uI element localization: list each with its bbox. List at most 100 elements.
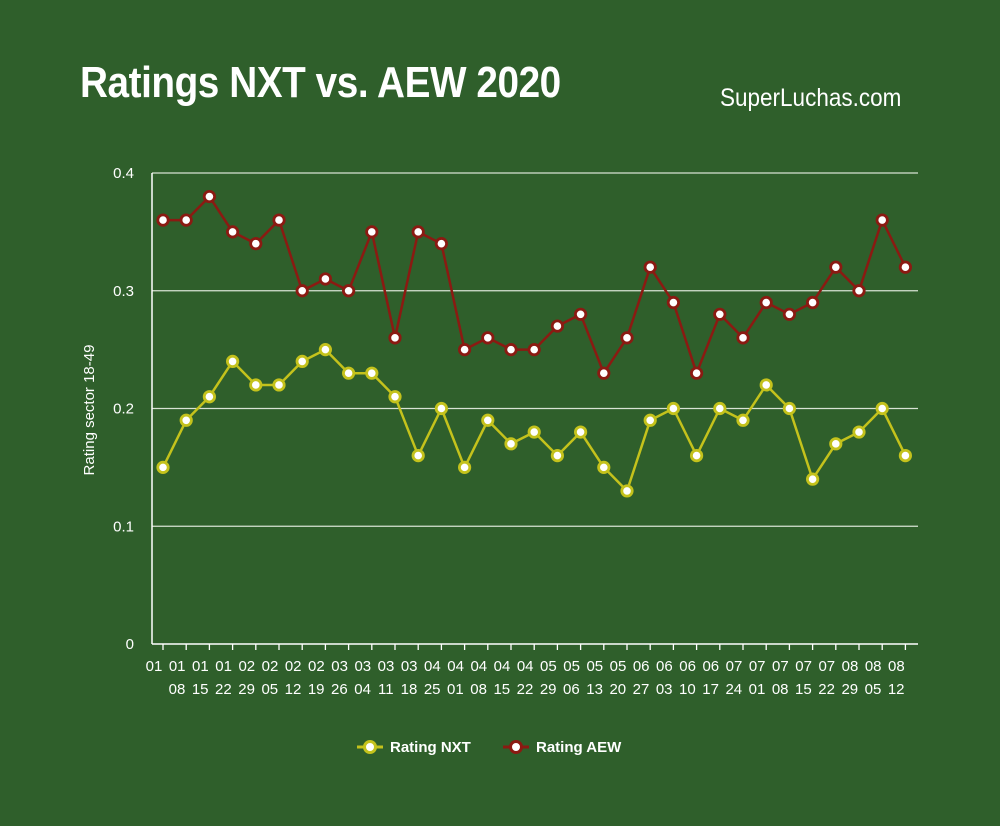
data-point[interactable]	[736, 413, 750, 427]
data-point[interactable]	[341, 284, 356, 298]
data-point[interactable]	[272, 213, 286, 227]
data-point[interactable]	[249, 237, 263, 251]
data-point[interactable]	[736, 331, 750, 345]
data-point[interactable]	[597, 460, 611, 474]
x-tick-label-top: 02	[308, 658, 325, 675]
data-point[interactable]	[852, 284, 866, 298]
data-point[interactable]	[689, 448, 704, 463]
data-point[interactable]	[272, 378, 286, 392]
x-tick-label-bottom: 08	[772, 681, 789, 698]
data-point[interactable]	[805, 295, 820, 310]
data-point[interactable]	[573, 307, 588, 321]
y-axis-label: Rating sector 18-49	[81, 345, 98, 476]
data-point[interactable]	[689, 366, 704, 380]
brand-label: SuperLuchas.com	[720, 84, 902, 112]
data-point[interactable]	[365, 366, 379, 380]
x-tick-label-top: 02	[262, 658, 279, 675]
x-tick-label-bottom: 15	[795, 681, 812, 698]
data-point[interactable]	[295, 284, 309, 298]
data-point[interactable]	[504, 343, 518, 357]
data-point[interactable]	[782, 401, 797, 416]
data-point[interactable]	[829, 260, 843, 274]
x-tick-label-top: 01	[146, 658, 163, 675]
data-point[interactable]	[875, 213, 889, 227]
data-point[interactable]	[643, 413, 657, 427]
data-point[interactable]	[226, 354, 240, 368]
x-tick-label-top: 04	[424, 658, 441, 675]
legend-nxt-marker	[363, 740, 377, 754]
legend-item-aew[interactable]: Rating AEW	[503, 739, 622, 756]
x-tick-label-bottom: 27	[633, 681, 650, 698]
x-tick-label-top: 05	[610, 658, 627, 675]
data-point[interactable]	[550, 319, 565, 333]
data-point[interactable]	[527, 425, 541, 439]
data-point[interactable]	[898, 448, 913, 463]
x-tick-label-top: 04	[517, 658, 534, 675]
data-point[interactable]	[898, 260, 913, 274]
data-point[interactable]	[226, 225, 240, 239]
data-point[interactable]	[318, 343, 332, 357]
x-tick-label-bottom: 29	[238, 681, 255, 698]
x-tick-label-top: 03	[401, 658, 418, 675]
x-tick-label-bottom: 22	[818, 681, 835, 698]
data-point[interactable]	[481, 413, 495, 427]
data-point[interactable]	[202, 189, 216, 204]
chart-title: Ratings NXT vs. AEW 2020	[80, 58, 561, 107]
x-tick-label-bottom: 10	[679, 681, 696, 698]
data-point[interactable]	[156, 213, 170, 227]
x-tick-label-top: 02	[285, 658, 302, 675]
data-point[interactable]	[481, 331, 495, 345]
data-point[interactable]	[434, 237, 448, 251]
data-point[interactable]	[249, 378, 263, 392]
data-point[interactable]	[179, 213, 193, 227]
data-point[interactable]	[666, 295, 681, 310]
x-tick-label-bottom: 29	[540, 681, 557, 698]
data-point[interactable]	[527, 343, 541, 357]
data-point[interactable]	[504, 437, 518, 451]
data-point[interactable]	[388, 390, 402, 404]
data-point[interactable]	[573, 425, 588, 439]
data-point[interactable]	[782, 307, 797, 321]
x-tick-label-top: 05	[563, 658, 580, 675]
data-point[interactable]	[318, 272, 332, 286]
data-point[interactable]	[597, 366, 611, 380]
x-tick-label-bottom: 01	[749, 681, 766, 698]
data-point[interactable]	[550, 448, 565, 463]
data-point[interactable]	[829, 437, 843, 451]
x-tick-label-top: 01	[192, 658, 209, 675]
data-point[interactable]	[365, 225, 379, 239]
data-point[interactable]	[620, 331, 634, 345]
x-tick-label-top: 05	[540, 658, 557, 675]
data-point[interactable]	[713, 307, 727, 321]
data-point[interactable]	[666, 401, 681, 416]
data-point[interactable]	[457, 343, 472, 357]
data-point[interactable]	[713, 401, 727, 416]
data-point[interactable]	[805, 472, 820, 486]
data-point[interactable]	[411, 225, 425, 239]
x-tick-label-top: 07	[818, 658, 835, 675]
x-tick-label-top: 06	[633, 658, 650, 675]
data-point[interactable]	[434, 401, 448, 416]
data-point[interactable]	[156, 460, 170, 474]
data-point[interactable]	[388, 331, 402, 345]
x-tick-label-top: 04	[494, 658, 511, 675]
data-point[interactable]	[202, 390, 216, 404]
x-tick-label-top: 03	[354, 658, 371, 675]
data-point[interactable]	[852, 425, 866, 439]
data-point[interactable]	[643, 260, 657, 274]
data-point[interactable]	[179, 413, 193, 427]
data-point[interactable]	[759, 295, 773, 310]
data-point[interactable]	[295, 354, 309, 368]
data-point[interactable]	[620, 484, 634, 498]
x-tick-label-top: 03	[331, 658, 348, 675]
data-point[interactable]	[457, 460, 472, 474]
legend-nxt-label: Rating NXT	[390, 739, 471, 756]
data-point[interactable]	[411, 448, 425, 463]
legend-item-nxt[interactable]: Rating NXT	[357, 739, 471, 756]
data-point[interactable]	[759, 378, 773, 392]
data-point[interactable]	[875, 401, 889, 416]
x-tick-label-top: 06	[702, 658, 719, 675]
data-point[interactable]	[341, 366, 356, 380]
x-tick-label-bottom: 08	[169, 681, 186, 698]
x-tick-label-bottom: 22	[215, 681, 232, 698]
